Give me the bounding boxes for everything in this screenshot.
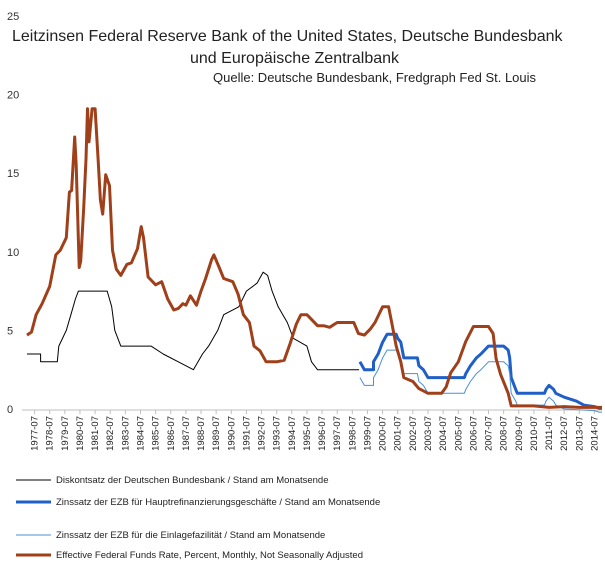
legend-label-fed-funds: Effective Federal Funds Rate, Percent, M… <box>56 550 363 561</box>
x-tick-label: 2002-07 <box>408 416 419 451</box>
x-tick-label: 2006-07 <box>468 416 479 451</box>
x-tick-label: 2007-07 <box>484 416 495 451</box>
x-tick-label: 1983-07 <box>120 416 131 451</box>
x-tick-label: 2011-07 <box>544 416 555 450</box>
x-tick-label: 2003-07 <box>423 416 434 451</box>
x-tick-label: 1979-07 <box>60 416 71 451</box>
legend-item-ezb-einlage[interactable]: Zinssatz der EZB für die Einlagefazilitä… <box>16 530 325 541</box>
y-tick-label: 0 <box>7 404 13 416</box>
x-tick-label: 1986-07 <box>166 416 177 451</box>
x-tick-label: 2000-07 <box>378 416 389 451</box>
x-axis: 1977-07 1978-07 1979-07 1980-07 1981-07 1982-… <box>30 410 600 451</box>
legend-label-ezb-einlage: Zinssatz der EZB für die Einlagefazilitä… <box>56 530 325 541</box>
x-tick-label: 1990-07 <box>226 416 237 451</box>
x-tick-label: 1995-07 <box>302 416 313 451</box>
x-tick-label: 1988-07 <box>196 416 207 451</box>
legend-label-diskontsatz: Diskontsatz der Deutschen Bundesbank / S… <box>56 475 329 486</box>
x-tick-label: 1977-07 <box>30 416 41 451</box>
x-tick-label: 1980-07 <box>75 416 86 451</box>
title-line-2: und Europäische Zentralbank <box>190 50 400 67</box>
x-tick-label: 1992-07 <box>257 416 268 451</box>
y-tick-label: 5 <box>7 325 13 337</box>
x-tick-label: 2014-07 <box>589 416 600 451</box>
x-tick-label: 1985-07 <box>151 416 162 451</box>
legend-item-diskontsatz[interactable]: Diskontsatz der Deutschen Bundesbank / S… <box>16 475 329 486</box>
x-tick-label: 1998-07 <box>347 416 358 451</box>
x-tick-label: 1984-07 <box>135 416 146 451</box>
x-tick-label: 2009-07 <box>514 416 525 451</box>
x-tick-label: 2005-07 <box>453 416 464 451</box>
x-tick-label: 1987-07 <box>181 416 192 451</box>
series-diskontsatz-line <box>27 271 360 371</box>
series-ezb-einlage-line <box>359 349 602 413</box>
legend: Diskontsatz der Deutschen Bundesbank / S… <box>16 475 380 561</box>
x-tick-label: 2004-07 <box>438 416 449 451</box>
x-tick-label: 1991-07 <box>241 416 252 451</box>
y-tick-label: 15 <box>7 168 19 180</box>
y-tick-label: 25 <box>7 11 19 23</box>
x-tick-label: 2010-07 <box>529 416 540 451</box>
series-ezb-hauptrefi-line <box>358 332 602 410</box>
title-line-1: Leitzinsen Federal Reserve Bank of the U… <box>12 28 564 45</box>
x-tick-label: 2013-07 <box>574 416 585 451</box>
x-tick-label: 1997-07 <box>332 416 343 451</box>
x-tick-label: 1981-07 <box>90 416 101 451</box>
legend-label-ezb-hauptrefi: Zinssatz der EZB für Hauptrefinanzierung… <box>56 497 380 508</box>
x-tick-label: 1993-07 <box>272 416 283 451</box>
plot-area <box>26 107 602 413</box>
x-tick-label: 2001-07 <box>393 416 404 451</box>
y-tick-label: 20 <box>7 90 19 102</box>
x-tick-label: 1999-07 <box>362 416 373 451</box>
chart-source: Quelle: Deutsche Bundesbank, Fredgraph F… <box>213 70 537 85</box>
x-tick-label: 2008-07 <box>499 416 510 451</box>
y-tick-label: 10 <box>7 247 19 259</box>
x-tick-label: 1996-07 <box>317 416 328 451</box>
x-tick-label: 1978-07 <box>45 416 56 451</box>
x-tick-label: 2012-07 <box>559 416 570 451</box>
legend-item-fed-funds[interactable]: Effective Federal Funds Rate, Percent, M… <box>16 550 363 561</box>
y-axis: 0 5 10 15 20 25 <box>7 11 19 416</box>
legend-item-ezb-hauptrefi[interactable]: Zinssatz der EZB für Hauptrefinanzierung… <box>16 497 380 508</box>
x-tick-label: 1989-07 <box>211 416 222 451</box>
x-tick-label: 1994-07 <box>287 416 298 451</box>
series-fed-funds-line <box>26 107 602 409</box>
x-tick-label: 1982-07 <box>105 416 116 451</box>
